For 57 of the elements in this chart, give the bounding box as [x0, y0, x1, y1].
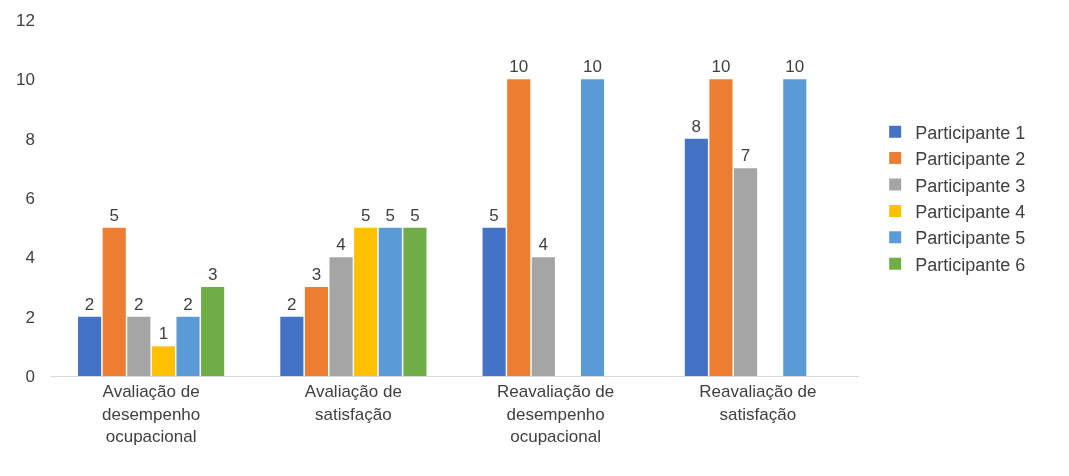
data-label: 3 — [207, 265, 218, 284]
y-tick-label: 12 — [16, 10, 35, 30]
data-label: 2 — [183, 294, 193, 314]
y-tick-label: 2 — [25, 307, 35, 327]
bar — [684, 138, 708, 376]
bar — [354, 227, 378, 376]
x-tick-label: Reavaliação de satisfação — [699, 382, 817, 424]
y-tick-label: 4 — [25, 248, 35, 268]
data-label: 3 — [311, 265, 322, 284]
bar — [78, 316, 102, 376]
bar — [329, 257, 353, 376]
x-tick-label: Avaliação de satisfação — [304, 382, 402, 424]
bar — [151, 346, 175, 376]
bar — [709, 79, 733, 376]
bar — [304, 287, 329, 376]
bar — [378, 227, 402, 376]
bar — [176, 316, 200, 376]
x-tick-label: Avaliação de desempenho ocupacional — [101, 382, 201, 446]
bar — [482, 227, 506, 376]
bar — [531, 257, 555, 376]
data-label: 5 — [385, 205, 396, 225]
data-label: 4 — [336, 235, 346, 255]
y-tick-label: 6 — [25, 188, 35, 208]
legend-label: Participante 4 — [915, 201, 1026, 222]
bar — [580, 79, 605, 376]
data-label: 10 — [785, 57, 805, 77]
data-label: 7 — [740, 146, 751, 166]
bar — [127, 316, 151, 376]
data-label: 8 — [691, 116, 702, 136]
data-label: 10 — [583, 57, 602, 77]
data-label: 10 — [711, 57, 731, 77]
y-tick-label: 0 — [25, 366, 35, 386]
y-tick-label: 10 — [16, 70, 35, 90]
bar — [403, 227, 427, 376]
legend-label: Participante 1 — [915, 122, 1026, 143]
data-label: 5 — [109, 205, 119, 225]
data-label: 5 — [410, 205, 420, 225]
legend-label: Participante 3 — [915, 175, 1026, 196]
data-label: 4 — [538, 235, 549, 255]
bar — [201, 287, 225, 376]
y-tick-label: 8 — [25, 129, 35, 149]
legend-label: Participante 2 — [915, 149, 1026, 170]
bar — [280, 316, 304, 376]
data-label: 5 — [489, 205, 499, 225]
data-label: 1 — [158, 324, 169, 344]
bar — [507, 79, 531, 376]
bar — [783, 79, 807, 376]
data-label: 2 — [84, 294, 95, 314]
x-tick-label: Reavaliação de desempenho ocupacional — [497, 382, 615, 446]
data-label: 10 — [509, 57, 529, 77]
data-label: 2 — [134, 294, 144, 314]
bar — [734, 168, 758, 376]
data-label: 5 — [360, 205, 371, 225]
legend-label: Participante 6 — [915, 254, 1026, 275]
bar — [102, 227, 126, 376]
data-label: 2 — [287, 294, 297, 314]
legend-label: Participante 5 — [915, 228, 1026, 249]
